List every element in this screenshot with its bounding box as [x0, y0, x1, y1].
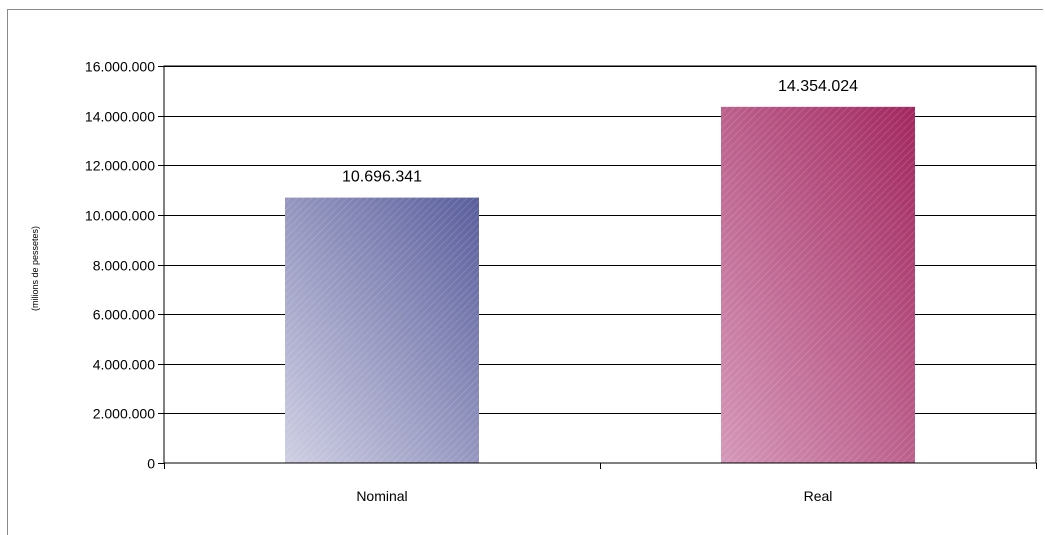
y-tick-label: 4.000.000: [93, 357, 155, 373]
y-tick-label: 8.000.000: [93, 258, 155, 274]
bar-hatch: [285, 197, 479, 463]
y-tick-label: 10.000.000: [85, 208, 155, 224]
labels: 0 2.000.000 4.000.000 6.000.000 8.000.000 10.…: [30, 59, 858, 505]
axes: [158, 65, 1037, 469]
y-axis-label: (milions de pessetes): [30, 226, 40, 311]
y-tick-label: 16.000.000: [85, 59, 155, 75]
value-label: 14.354.024: [778, 78, 858, 95]
y-tick-label: 12.000.000: [85, 158, 155, 174]
bars: [285, 106, 915, 463]
category-label: Nominal: [356, 488, 407, 504]
chart-frame: [7, 9, 1043, 535]
bar-hatch: [721, 106, 915, 463]
y-tick-label: 6.000.000: [93, 307, 155, 323]
category-label: Real: [804, 488, 833, 504]
value-label: 10.696.341: [342, 169, 422, 186]
y-tick-label: 14.000.000: [85, 109, 155, 125]
y-tick-label: 0: [147, 456, 155, 472]
y-tick-label: 2.000.000: [93, 406, 155, 422]
